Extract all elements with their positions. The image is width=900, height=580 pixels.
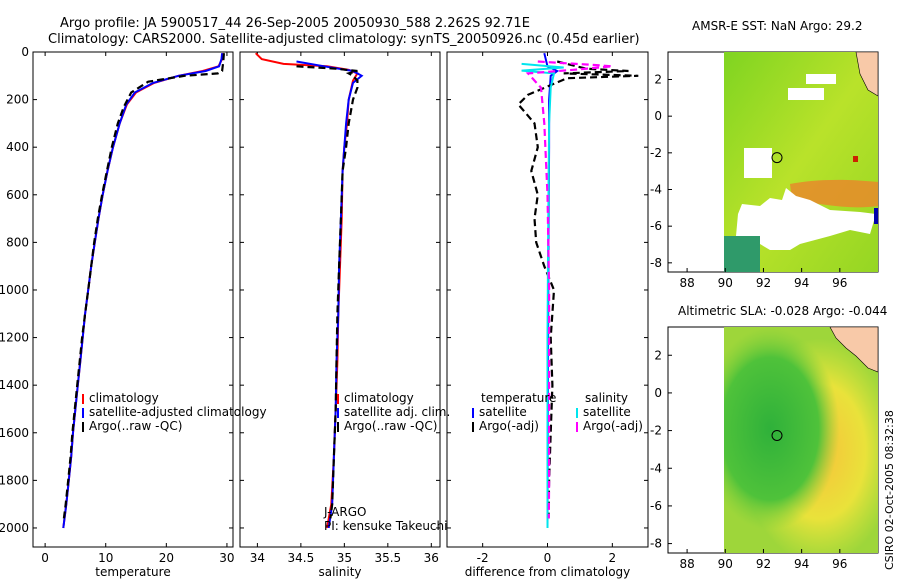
sla-profile-marker	[771, 429, 783, 441]
difference-xtick-label: -2	[477, 551, 489, 565]
salinity-axes-box	[239, 51, 441, 548]
sla-map-panel: Altimetric SLA: -0.028 Argo: -0.044 88 90…	[650, 304, 887, 571]
difference-series-salinity-argo-adj-	[525, 60, 613, 519]
temperature-ytick-label: 1600	[0, 426, 29, 440]
salinity-xtick-label: 34	[250, 551, 265, 565]
sst-map-xtick-label: 94	[794, 276, 809, 290]
sst-map-ytick-label: -4	[650, 183, 662, 197]
salinity-series-argo-raw-qc-	[296, 65, 359, 519]
salinity-legend-label: satellite adj. clim.	[344, 405, 450, 419]
salinity-xtick-label: 35.5	[374, 551, 401, 565]
sla-land	[829, 326, 879, 373]
sst-hot-cell	[853, 156, 858, 162]
sst-map-ytick-label: -6	[650, 219, 662, 233]
sst-map-xtick-label: 88	[679, 276, 694, 290]
sla-map-ytick-label: 2	[654, 348, 662, 362]
temperature-xlabel: temperature	[95, 565, 170, 579]
sst-profile-marker	[771, 152, 783, 164]
temperature-ytick-label: 2000	[0, 521, 29, 535]
sla-map-xtick-label: 94	[794, 557, 809, 571]
sst-edge-cell	[874, 208, 878, 224]
temperature-series-argo-raw-qc-	[62, 53, 225, 519]
salinity-xtick-label: 34.5	[288, 551, 315, 565]
difference-series-temperature-satellite	[543, 52, 560, 529]
sst-map-ytick-label: -8	[650, 256, 662, 270]
salinity-annotation: PI: kensuke Takeuchi	[324, 519, 447, 533]
sla-low-region	[724, 327, 878, 553]
salinity-xtick-label: 35	[337, 551, 352, 565]
sst-map-axes: 88 90 92 94 96 2 0 -2 -4 -6 -8	[650, 73, 847, 291]
temperature-xtick-label: 30	[219, 551, 234, 565]
temperature-ytick-label: 200	[6, 93, 29, 107]
difference-legend-group-title: salinity	[585, 391, 628, 405]
temperature-ytick-label: 400	[6, 140, 29, 154]
salinity-series-climatology	[254, 52, 359, 529]
difference-legend-label: satellite	[583, 405, 631, 419]
salinity-annotation: J-ARGO	[323, 505, 366, 519]
sla-map-ytick-label: -2	[650, 424, 662, 438]
temperature-legend-label: climatology	[89, 391, 159, 405]
temperature-ytick-label: 1800	[0, 473, 29, 487]
difference-xlabel: difference from climatology	[465, 565, 631, 579]
sst-map-panel: AMSR-E SST: NaN Argo: 29.2 88 90 92 94 96 2 0 -…	[650, 19, 879, 291]
temperature-ytick-label: 1200	[0, 331, 29, 345]
difference-legend-label: Argo(-adj)	[583, 419, 643, 433]
sst-map-xtick-label: 92	[756, 276, 771, 290]
creation-stamp: CSIRO 02-Oct-2005 08:32:38	[883, 410, 896, 570]
temperature-xtick-label: 20	[159, 551, 174, 565]
figure-title-line2: Climatology: CARS2000. Satellite-adjuste…	[48, 32, 640, 47]
sst-map-xtick-label: 90	[718, 276, 733, 290]
sst-map-ytick-label: 0	[654, 109, 662, 123]
temperature-ytick-label: 1000	[0, 283, 29, 297]
difference-xtick-label: 2	[609, 551, 617, 565]
sla-map-xtick-label: 96	[832, 557, 847, 571]
salinity-legend-label: Argo(..raw -QC)	[344, 419, 437, 433]
difference-series-temperature-argo-adj-	[516, 60, 639, 519]
temperature-legend-label: Argo(..raw -QC)	[89, 419, 182, 433]
temperature-legend-label: satellite-adjusted climatology	[89, 405, 267, 419]
difference-series-salinity-satellite	[521, 62, 564, 528]
temperature-ytick-label: 600	[6, 188, 29, 202]
temperature-xtick-label: 0	[41, 551, 49, 565]
sst-warm-patch	[790, 179, 878, 208]
salinity-series-satellite-adj-clim-	[296, 60, 364, 529]
difference-legend-label: satellite	[479, 405, 527, 419]
temperature-ytick-label: 800	[6, 235, 29, 249]
temperature-panel: 0 10 20 30 temperature 0 200 400 600 800 1000 1200 1…	[0, 45, 267, 579]
sst-map-xtick-label: 96	[832, 276, 847, 290]
sst-map-ytick-label: -2	[650, 146, 662, 160]
sst-map-title: AMSR-E SST: NaN Argo: 29.2	[692, 19, 862, 33]
difference-legend-group-title: temperature	[481, 391, 556, 405]
sla-map-ytick-label: -4	[650, 461, 662, 475]
temperature-ytick-label: 1400	[0, 378, 29, 392]
sst-missing-data	[788, 88, 824, 100]
sst-missing-data	[806, 74, 836, 84]
salinity-xtick-label: 36	[424, 551, 439, 565]
salinity-legend-label: climatology	[344, 391, 414, 405]
temperature-series-satellite-adjusted-climatology	[62, 53, 224, 529]
figure-title-line1: Argo profile: JA 5900517_44 26-Sep-2005 …	[60, 16, 530, 31]
sst-map-ytick-label: 2	[654, 73, 662, 87]
sla-map-ytick-label: -8	[650, 537, 662, 551]
sla-map-xtick-label: 88	[679, 557, 694, 571]
temperature-ytick-label: 0	[21, 45, 29, 59]
sst-missing-data	[736, 188, 876, 250]
difference-xtick-label: 0	[544, 551, 552, 565]
sla-map-ytick-label: -6	[650, 499, 662, 513]
sla-map-axes: 88 90 92 94 96 2 0 -2 -4 -6 -8	[650, 348, 847, 571]
sst-cool-patch	[724, 236, 760, 272]
sla-map-ytick-label: 0	[654, 386, 662, 400]
difference-legend-label: Argo(-adj)	[479, 419, 539, 433]
salinity-panel: 34 34.5 35 35.5 36 salinity climatologysatelli…	[239, 51, 450, 579]
sla-map-xtick-label: 90	[718, 557, 733, 571]
sla-map-xtick-label: 92	[756, 557, 771, 571]
salinity-xlabel: salinity	[318, 565, 361, 579]
sst-missing-data	[744, 148, 772, 178]
sla-map-title: Altimetric SLA: -0.028 Argo: -0.044	[678, 304, 887, 318]
temperature-axes-box	[32, 51, 234, 548]
sst-land	[855, 51, 879, 97]
temperature-xtick-label: 10	[98, 551, 113, 565]
